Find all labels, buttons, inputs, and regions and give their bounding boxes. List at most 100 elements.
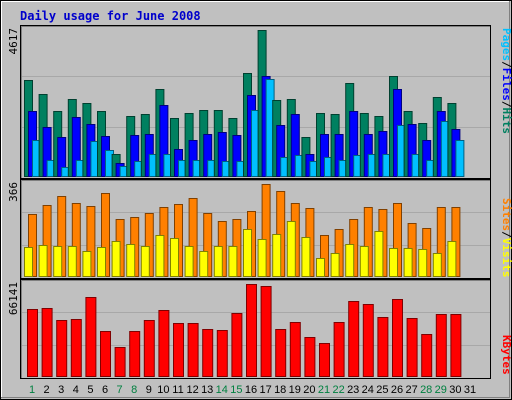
bar-pages	[455, 140, 465, 177]
bar-visits	[257, 239, 267, 277]
bar-visits	[82, 251, 92, 277]
bar-visits	[403, 248, 413, 277]
bar-visits	[374, 231, 384, 277]
legend-files: Files	[500, 68, 512, 101]
bar-kbytes	[304, 337, 316, 377]
x-tick-label: 2	[44, 384, 50, 396]
legend-kbytes: KBytes	[500, 335, 512, 375]
bar-visits	[184, 246, 194, 277]
x-tick-label: 25	[376, 384, 388, 396]
bar-kbytes	[275, 329, 287, 377]
visits-ymax-label: 366	[7, 182, 20, 202]
bar-visits	[330, 253, 340, 277]
x-tick-label: 18	[274, 384, 286, 396]
bar-visits	[111, 241, 121, 277]
bar-kbytes	[56, 320, 68, 377]
bar-kbytes	[319, 343, 330, 377]
bar-visits	[345, 244, 355, 277]
x-tick-label: 28	[420, 384, 432, 396]
bar-visits	[126, 244, 136, 277]
x-tick-label: 20	[303, 384, 315, 396]
bar-visits	[359, 246, 369, 277]
x-tick-label: 24	[362, 384, 374, 396]
bar-kbytes	[114, 347, 126, 377]
x-tick-label: 30	[449, 384, 461, 396]
legend-sites: Sites	[500, 198, 512, 231]
bar-visits	[316, 258, 325, 277]
bar-kbytes	[450, 314, 462, 377]
bar-visits	[228, 246, 238, 277]
bar-kbytes	[158, 310, 170, 377]
kbytes-ymax-label: 66141	[7, 282, 20, 315]
bar-visits	[140, 246, 150, 277]
bar-visits	[53, 246, 63, 277]
x-tick-label: 26	[391, 384, 403, 396]
bar-kbytes	[85, 297, 97, 377]
legend-separator: /	[500, 231, 512, 238]
bar-kbytes	[362, 304, 374, 377]
x-tick-label: 11	[172, 384, 183, 396]
bar-kbytes	[129, 331, 141, 377]
x-tick-label: 10	[157, 384, 169, 396]
legend-separator: /	[500, 101, 512, 108]
bar-visits	[67, 246, 77, 277]
x-tick-label: 21	[318, 384, 330, 396]
bars-layer	[24, 30, 465, 377]
bar-kbytes	[246, 284, 257, 377]
bar-kbytes	[289, 322, 301, 377]
bar-kbytes	[435, 314, 447, 377]
bar-kbytes	[202, 329, 214, 377]
bar-kbytes	[421, 334, 433, 377]
legend-pages: Pages	[500, 28, 512, 61]
x-tick-label: 15	[230, 384, 242, 396]
bar-kbytes	[216, 330, 228, 377]
x-tick-label: 16	[245, 384, 257, 396]
bar-kbytes	[173, 323, 184, 377]
x-tick-label: 27	[405, 384, 417, 396]
bar-kbytes	[70, 319, 82, 377]
kbytes-panel-legend: KBytes	[500, 335, 512, 375]
x-tick-label: 12	[186, 384, 198, 396]
bar-visits	[199, 251, 209, 277]
bar-kbytes	[143, 320, 155, 377]
bar-visits	[432, 253, 442, 277]
x-axis-labels: 1 2 3 4 5 6 7 8 9 10 11 12 13 14 15 16 17 18 19 20 21 22 23 24 2…	[29, 384, 476, 396]
x-tick-label: 13	[201, 384, 213, 396]
x-tick-label: 4	[73, 384, 79, 396]
x-tick-label: 8	[131, 384, 137, 396]
bar-kbytes	[41, 308, 53, 377]
bar-kbytes	[348, 301, 360, 377]
bar-kbytes	[260, 286, 272, 377]
bar-kbytes	[100, 331, 111, 377]
bar-visits	[447, 241, 457, 277]
bar-kbytes	[231, 313, 243, 377]
bar-visits	[213, 246, 223, 277]
bar-kbytes	[187, 323, 199, 377]
x-tick-label: 9	[146, 384, 152, 396]
x-tick-label: 23	[347, 384, 359, 396]
x-tick-label: 19	[289, 384, 301, 396]
bar-visits	[38, 245, 48, 277]
bar-kbytes	[392, 299, 403, 377]
hits-ymax-label: 4617	[7, 28, 20, 55]
bar-visits	[155, 235, 165, 277]
bar-visits	[97, 247, 106, 277]
chart-title: Daily usage for June 2008	[20, 9, 201, 23]
bar-visits	[301, 237, 311, 277]
x-tick-label: 5	[87, 384, 93, 396]
x-tick-label: 1	[29, 384, 35, 396]
bar-kbytes	[333, 322, 345, 377]
x-tick-label: 31	[464, 384, 476, 396]
x-tick-label: 6	[102, 384, 108, 396]
bar-kbytes	[406, 318, 418, 377]
bar-visits	[24, 247, 33, 277]
bar-visits	[170, 238, 179, 277]
x-tick-label: 7	[117, 384, 123, 396]
legend-hits: Hits	[500, 108, 512, 135]
bar-visits	[389, 248, 398, 277]
x-tick-label: 14	[216, 384, 228, 396]
legend-separator: /	[500, 61, 512, 68]
hits-panel-legend: Pages/Files/Hits	[500, 28, 512, 134]
visits-panel-legend: Sites/Visits	[500, 198, 512, 278]
